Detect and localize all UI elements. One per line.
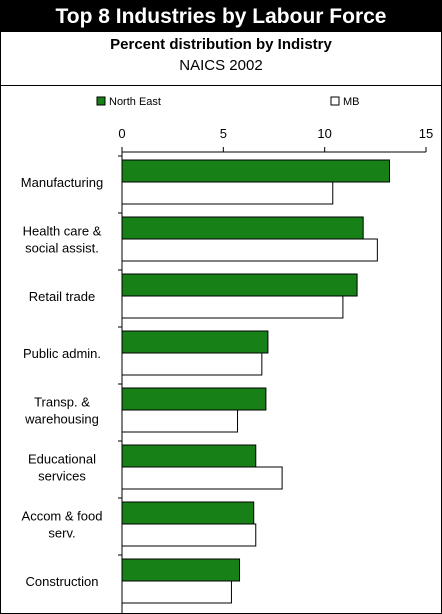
bar-mb	[121, 466, 283, 490]
category-label: Manufacturing	[21, 175, 103, 190]
legend-north-east-swatch	[96, 96, 106, 106]
bar-north-east	[121, 216, 364, 240]
category-label: serv.	[48, 526, 75, 541]
bar-mb	[121, 580, 232, 604]
bar-mb	[121, 181, 334, 205]
bar-mb	[121, 238, 378, 262]
bar-north-east	[121, 330, 269, 354]
bar-mb	[121, 295, 344, 319]
category-label: Construction	[26, 574, 99, 589]
bar-mb	[121, 409, 239, 433]
header-divider	[1, 85, 441, 86]
category-label: Transp. &	[34, 395, 90, 410]
x-tick-label-5: 5	[220, 126, 227, 141]
category-label: Health care &	[23, 224, 102, 239]
x-tick-label-10: 10	[317, 126, 331, 141]
bar-north-east	[121, 501, 255, 525]
chart-subtitle: Percent distribution by Indistry	[110, 36, 332, 53]
bar-north-east	[121, 273, 358, 297]
legend-mb-swatch	[330, 96, 340, 106]
bar-north-east	[121, 159, 391, 183]
legend-mb-label: MB	[343, 96, 360, 108]
bar-north-east	[121, 558, 241, 582]
bar-north-east	[121, 387, 267, 411]
category-label: Educational	[28, 452, 96, 467]
x-tick-label-15: 15	[419, 126, 433, 141]
bar-chart: North East MB 0 5 10 15 Manufacturing Health ca…	[21, 96, 433, 613]
category-label: services	[38, 469, 86, 484]
category-label: warehousing	[24, 412, 99, 427]
legend-north-east-label: North East	[109, 96, 161, 108]
category-label: Accom & food	[22, 509, 103, 524]
x-tick-label-0: 0	[118, 126, 125, 141]
bar-north-east	[121, 444, 257, 468]
bar-mb	[121, 523, 257, 547]
bar-mb	[121, 352, 263, 376]
category-label: Retail trade	[29, 289, 95, 304]
category-label: Public admin.	[23, 346, 101, 361]
category-label: social assist.	[25, 241, 99, 256]
chart-title: Top 8 Industries by Labour Force	[1, 1, 441, 32]
chart-subtitle-2: NAICS 2002	[179, 57, 263, 74]
